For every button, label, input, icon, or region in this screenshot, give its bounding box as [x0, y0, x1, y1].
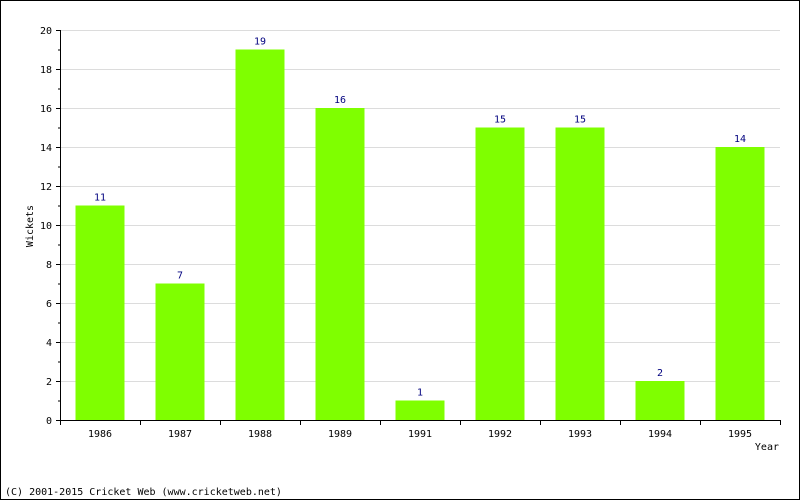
x-category-label: 1994 — [648, 429, 672, 440]
data-label: 1 — [417, 388, 423, 399]
y-tick-label: 2 — [46, 377, 52, 388]
y-tick-label: 10 — [40, 221, 52, 232]
data-label: 11 — [94, 193, 106, 204]
bar — [635, 381, 685, 420]
x-axis-title: Year — [755, 442, 779, 453]
labels: 11 7 19 16 1 15 15 2 14 0 2 4 6 8 10 12 14 16 18 20 1986 1987… — [40, 26, 752, 440]
bar — [235, 49, 285, 420]
data-label: 15 — [574, 115, 586, 126]
x-category-label: 1987 — [168, 429, 192, 440]
bar — [475, 127, 525, 420]
x-category-label: 1992 — [488, 429, 512, 440]
copyright-footer: (C) 2001-2015 Cricket Web (www.cricketwe… — [5, 487, 282, 498]
data-label: 15 — [494, 115, 506, 126]
y-tick-label: 0 — [46, 416, 52, 427]
x-category-label: 1986 — [88, 429, 112, 440]
bar — [155, 283, 205, 420]
bars — [75, 49, 765, 420]
bar — [315, 108, 365, 420]
bar — [395, 400, 445, 420]
y-tick-label: 20 — [40, 26, 52, 37]
data-label: 19 — [254, 37, 266, 48]
y-axis-title: Wickets — [25, 205, 36, 247]
bar — [555, 127, 605, 420]
data-label: 16 — [334, 95, 346, 106]
axes — [56, 30, 781, 425]
y-tick-label: 14 — [40, 143, 52, 154]
data-label: 14 — [734, 134, 746, 145]
x-category-label: 1988 — [248, 429, 272, 440]
bar — [75, 205, 125, 420]
y-tick-label: 8 — [46, 260, 52, 271]
y-tick-label: 18 — [40, 65, 52, 76]
data-label: 7 — [177, 271, 183, 282]
x-category-label: 1993 — [568, 429, 592, 440]
y-tick-label: 12 — [40, 182, 52, 193]
x-category-label: 1995 — [728, 429, 752, 440]
y-tick-label: 16 — [40, 104, 52, 115]
data-label: 2 — [657, 368, 663, 379]
y-tick-label: 4 — [46, 338, 52, 349]
y-tick-label: 6 — [46, 299, 52, 310]
x-category-label: 1989 — [328, 429, 352, 440]
x-category-label: 1991 — [408, 429, 432, 440]
bar — [715, 147, 765, 420]
